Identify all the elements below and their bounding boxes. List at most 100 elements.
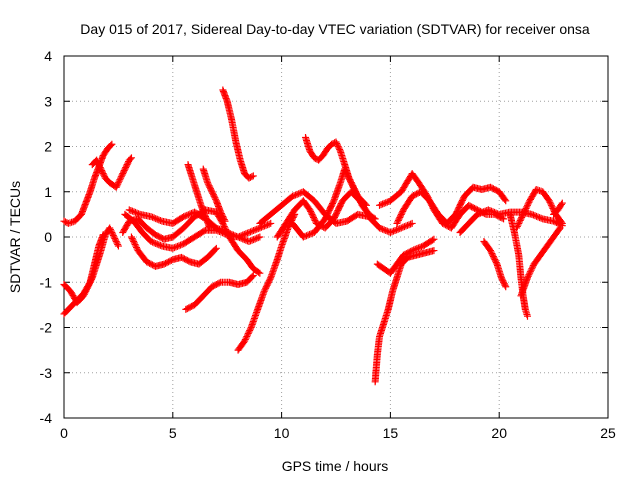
- data-point: [349, 183, 357, 191]
- series-arc-v: [456, 206, 566, 236]
- data-point: [97, 165, 105, 173]
- data-point: [484, 206, 492, 214]
- data-point: [207, 186, 215, 194]
- data-point: [117, 174, 125, 182]
- data-point: [497, 274, 505, 282]
- data-point: [394, 216, 402, 224]
- data-point: [520, 209, 528, 217]
- series-arc-q: [288, 165, 379, 241]
- data-point: [547, 200, 555, 208]
- data-point: [293, 190, 301, 198]
- data-point: [233, 232, 241, 240]
- data-point: [256, 269, 264, 277]
- x-tick-label: 15: [383, 425, 399, 441]
- data-point: [114, 242, 122, 250]
- data-point: [263, 281, 271, 289]
- data-point: [292, 191, 300, 199]
- data-point: [526, 268, 534, 276]
- data-point: [99, 231, 107, 239]
- plot-frame: [63, 55, 609, 419]
- data-point: [528, 210, 536, 218]
- data-point: [107, 227, 115, 235]
- data-point: [336, 146, 344, 154]
- data-point: [354, 192, 362, 200]
- data-point: [117, 173, 125, 181]
- data-point: [299, 233, 307, 241]
- data-point: [250, 227, 258, 235]
- data-point: [94, 159, 102, 167]
- data-point: [549, 204, 557, 212]
- data-point: [218, 211, 226, 219]
- data-point: [290, 192, 298, 200]
- data-point: [226, 230, 234, 238]
- data-point: [344, 171, 352, 179]
- data-point: [115, 177, 123, 185]
- data-point: [250, 236, 258, 244]
- data-point: [245, 228, 253, 236]
- data-point: [524, 200, 532, 208]
- data-point: [100, 171, 108, 179]
- data-point: [333, 141, 341, 149]
- data-point: [209, 189, 217, 197]
- data-point: [152, 215, 160, 223]
- data-point: [126, 155, 134, 163]
- data-point: [106, 225, 114, 233]
- y-tick-label: -3: [40, 365, 53, 381]
- y-tick-label: 4: [44, 48, 52, 64]
- data-point: [114, 241, 122, 249]
- data-point: [183, 211, 191, 219]
- data-point: [383, 227, 391, 235]
- data-point: [229, 231, 237, 239]
- data-point: [477, 209, 485, 217]
- data-point: [209, 191, 217, 199]
- data-point: [308, 210, 316, 218]
- data-point: [352, 189, 360, 197]
- data-point: [124, 159, 132, 167]
- data-point: [243, 229, 251, 237]
- data-point: [116, 176, 124, 184]
- data-point: [186, 210, 194, 218]
- data-point: [407, 247, 415, 255]
- data-point: [228, 230, 236, 238]
- data-point: [516, 216, 524, 224]
- data-point: [242, 236, 250, 244]
- data-point: [501, 281, 509, 289]
- data-point: [394, 218, 402, 226]
- data-point: [487, 248, 495, 256]
- data-point: [307, 230, 315, 238]
- data-point: [489, 208, 497, 216]
- data-point: [352, 188, 360, 196]
- data-point: [133, 244, 141, 252]
- data-point: [173, 242, 181, 250]
- data-point: [548, 203, 556, 211]
- data-point: [519, 210, 527, 218]
- data-point: [246, 327, 254, 335]
- data-point: [127, 206, 135, 214]
- data-point: [521, 206, 529, 214]
- data-point: [380, 199, 388, 207]
- data-point: [261, 222, 269, 230]
- data-point: [212, 224, 220, 232]
- data-point: [499, 277, 507, 285]
- data-point: [525, 271, 533, 279]
- data-point: [408, 219, 416, 227]
- data-point: [518, 212, 526, 220]
- data-point: [153, 215, 161, 223]
- data-point: [131, 241, 139, 249]
- data-point: [204, 180, 212, 188]
- data-point: [492, 257, 500, 265]
- data-point: [502, 283, 510, 291]
- data-point: [215, 225, 223, 233]
- data-point: [96, 162, 104, 170]
- data-point: [397, 210, 405, 218]
- data-point: [478, 208, 486, 216]
- data-point: [547, 201, 555, 209]
- data-point: [349, 182, 357, 190]
- data-point: [492, 209, 500, 217]
- data-point: [248, 236, 256, 244]
- data-point: [556, 224, 564, 232]
- series-arc-m: [234, 210, 299, 354]
- data-point: [219, 213, 227, 221]
- data-point: [480, 208, 488, 216]
- data-point: [119, 170, 127, 178]
